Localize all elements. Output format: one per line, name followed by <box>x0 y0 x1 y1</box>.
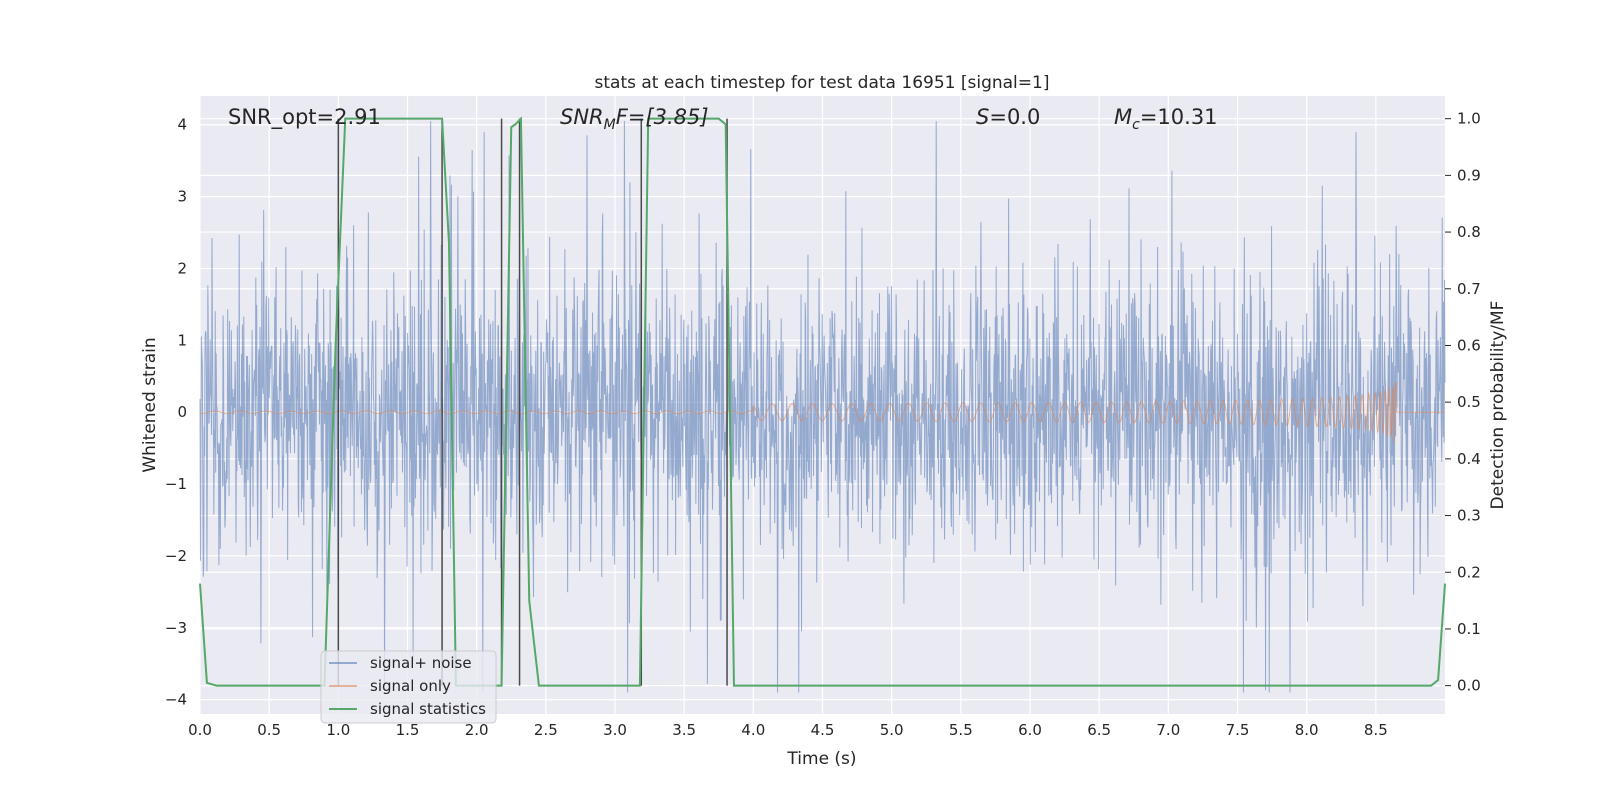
y-right-tick-label: 0.4 <box>1457 450 1481 468</box>
annotation-mc-main: M <box>1114 105 1132 129</box>
x-tick-label: 2.5 <box>534 721 558 739</box>
legend-box <box>320 650 497 724</box>
statistics-line <box>199 116 1446 687</box>
x-tick-label: 1.0 <box>326 721 350 739</box>
y-tick-label: 4 <box>177 116 187 134</box>
x-tick-label: 0.0 <box>188 721 212 739</box>
y-right-tick-label: 0.0 <box>1457 677 1481 695</box>
y-tick-label: −4 <box>165 691 187 709</box>
y-tick-label: 0 <box>177 403 187 421</box>
annotation-snr-mf-main: SNR <box>560 105 604 129</box>
y-right-tick-label: 1.0 <box>1457 110 1481 128</box>
annotation-mc-rest: =10.31 <box>1140 105 1218 129</box>
y-axis-label: Whitened strain <box>140 337 160 472</box>
y-right-tick-label: 0.1 <box>1457 620 1481 638</box>
x-tick-label: 5.5 <box>949 721 973 739</box>
y-tick-label: 2 <box>177 259 187 277</box>
annotation-s: S=0.0 <box>976 105 1040 129</box>
series-signal-noise <box>199 121 1446 693</box>
chirp-line <box>199 381 1445 443</box>
x-tick-label: 2.0 <box>465 721 489 739</box>
y-right-ticks: 1.0 0.9 0.8 0.7 0.6 0.5 0.4 0.3 0.2 0.1 0.0 <box>1445 110 1481 695</box>
annotation-mc: Mc=10.31 <box>1114 105 1218 133</box>
annotation-mc-sub: c <box>1132 117 1140 133</box>
y-right-tick-label: 0.9 <box>1457 166 1481 184</box>
series-signal-statistics <box>199 116 1446 687</box>
x-tick-label: 3.0 <box>603 721 627 739</box>
annotation-snr-mf: SNRMF=[3.85] <box>560 105 709 133</box>
y-tick-label: 3 <box>177 188 187 206</box>
x-tick-label: 8.5 <box>1364 721 1388 739</box>
x-tick-label: 3.5 <box>672 721 696 739</box>
annotation-s-main: S <box>976 105 989 129</box>
legend-label-signal-only: signal only <box>370 677 451 695</box>
x-axis-label: Time (s) <box>786 749 856 769</box>
y-right-axis-label: Detection probability/MF <box>1488 301 1508 510</box>
legend-label-signal-statistics: signal statistics <box>370 700 486 718</box>
x-tick-label: 7.0 <box>1156 721 1180 739</box>
y-tick-label: −3 <box>165 619 187 637</box>
y-right-tick-label: 0.7 <box>1457 280 1481 298</box>
series-signal-only <box>199 381 1445 443</box>
y-tick-label: −2 <box>165 547 187 565</box>
annotation-snr-mf-sub: M <box>604 117 616 133</box>
y-right-tick-label: 0.5 <box>1457 393 1481 411</box>
x-tick-label: 5.0 <box>880 721 904 739</box>
x-tick-label: 7.5 <box>1226 721 1250 739</box>
y-right-tick-label: 0.3 <box>1457 507 1481 525</box>
chart-title: stats at each timestep for test data 169… <box>595 73 1050 93</box>
x-tick-label: 4.0 <box>741 721 765 739</box>
y-ticks: 4 3 2 1 0 −1 −2 −3 −4 <box>165 116 187 709</box>
legend: signal+ noise signal only signal statist… <box>320 650 497 724</box>
y-right-tick-label: 0.2 <box>1457 563 1481 581</box>
annotation-snr-mf-rest: F=[3.85] <box>616 105 709 129</box>
x-tick-label: 1.5 <box>396 721 420 739</box>
y-tick-label: −1 <box>165 475 187 493</box>
x-tick-label: 6.5 <box>1087 721 1111 739</box>
legend-label-signal-noise: signal+ noise <box>370 654 472 672</box>
x-tick-label: 4.5 <box>811 721 835 739</box>
x-tick-label: 8.0 <box>1295 721 1319 739</box>
annotation-snr-opt: SNR_opt=2.91 <box>228 105 381 130</box>
y-right-tick-label: 0.8 <box>1457 223 1481 241</box>
x-tick-label: 6.0 <box>1018 721 1042 739</box>
y-tick-label: 1 <box>177 331 187 349</box>
x-tick-label: 0.5 <box>257 721 281 739</box>
y-right-tick-label: 0.6 <box>1457 336 1481 354</box>
noise-line <box>199 121 1446 693</box>
x-ticks: 0.0 0.5 1.0 1.5 2.0 2.5 3.0 3.5 4.0 4.5 5.0 5.5 6.0 6… <box>188 721 1388 739</box>
annotation-s-rest: =0.0 <box>989 105 1040 129</box>
